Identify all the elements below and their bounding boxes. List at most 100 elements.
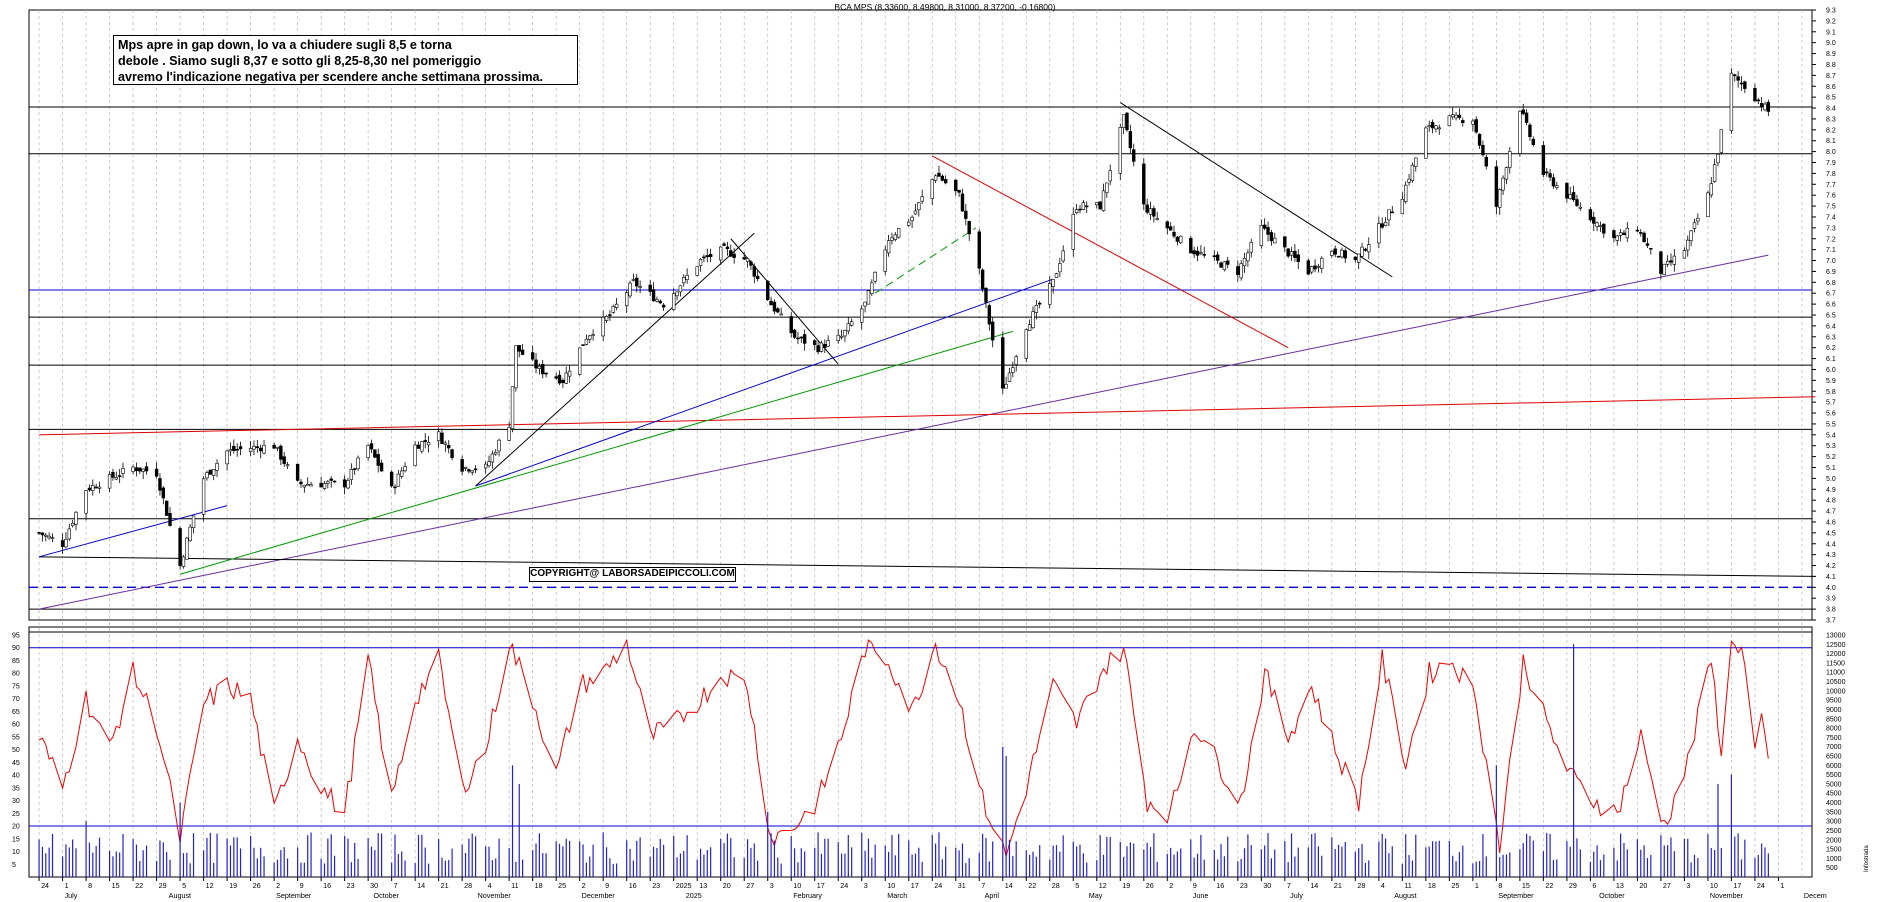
x-day-label: 6 — [1592, 881, 1596, 890]
candle-body — [719, 246, 723, 261]
candle-body — [490, 453, 495, 463]
candle-body — [1309, 266, 1314, 273]
x-day-label: 8 — [88, 881, 92, 890]
price-tick-label: 4.2 — [1826, 563, 1836, 570]
price-tick-label: 7.6 — [1826, 193, 1836, 200]
x-day-label: 13 — [1616, 881, 1624, 890]
note-line-2: debole . Siamo sugli 8,37 e sotto gli 8,… — [118, 54, 482, 68]
candle-body — [581, 344, 585, 346]
candle-body — [608, 314, 612, 316]
candle-body — [1048, 283, 1052, 305]
x-day-label: 15 — [112, 881, 120, 890]
price-tick-label: 5.1 — [1826, 465, 1836, 472]
candle-body — [742, 257, 746, 260]
candle-body — [1682, 250, 1687, 259]
candle-body — [776, 308, 780, 313]
candle-body — [1212, 255, 1217, 257]
x-day-label: 21 — [441, 881, 449, 890]
candle-body — [1635, 229, 1640, 232]
candle-body — [1545, 171, 1549, 174]
x-day-label: 7 — [1287, 881, 1291, 890]
price-tick-label: 9.3 — [1826, 8, 1836, 15]
candle-body — [933, 175, 938, 181]
candle-body — [1367, 244, 1371, 253]
candle-body — [1662, 263, 1666, 275]
x-month-label: November — [1710, 891, 1744, 900]
candle-body — [1565, 182, 1569, 199]
candle-body — [534, 359, 538, 369]
candle-body — [1118, 127, 1122, 174]
candle-body — [1555, 185, 1559, 188]
candle-body — [1659, 251, 1663, 274]
x-day-label: 31 — [958, 881, 966, 890]
candle-body — [954, 179, 958, 192]
candle-body — [255, 446, 260, 448]
candle-body — [772, 301, 777, 312]
candle-body — [1380, 223, 1384, 228]
candle-body — [1058, 263, 1062, 273]
candle-body — [1081, 202, 1086, 210]
candle-body — [561, 379, 565, 383]
candle-body — [964, 210, 968, 219]
candle-body — [420, 441, 424, 452]
trendline — [179, 330, 1013, 575]
candle-body — [1696, 217, 1700, 222]
candle-body — [1615, 235, 1619, 241]
candle-body — [178, 528, 182, 566]
price-tick-label: 7.2 — [1826, 236, 1836, 243]
candle-body — [117, 475, 122, 477]
x-day-label: 7 — [394, 881, 398, 890]
candle-body — [1518, 110, 1522, 154]
candle-body — [138, 467, 142, 472]
x-day-label: 18 — [1428, 881, 1436, 890]
candle-body — [1353, 256, 1358, 260]
candle-body — [873, 271, 877, 282]
candle-body — [168, 513, 172, 526]
price-tick-label: 7.9 — [1826, 160, 1836, 167]
x-day-label: 15 — [1522, 881, 1530, 890]
candle-body — [1494, 166, 1499, 207]
candle-body — [272, 444, 276, 449]
x-day-label: 18 — [535, 881, 543, 890]
osc-tick-label: 5 — [12, 862, 16, 869]
candle-body — [1451, 114, 1455, 118]
candle-body — [1531, 138, 1536, 145]
candle-body — [1743, 81, 1747, 89]
x-day-label: 24 — [1757, 881, 1765, 890]
copyright-label: COPYRIGHT@ LABORSADEIPICCOLI.COM — [529, 567, 736, 582]
indicator-panel-frame — [28, 626, 1813, 878]
price-tick-label: 3.7 — [1826, 618, 1836, 625]
price-tick-label: 5.4 — [1826, 432, 1836, 439]
candle-body — [1363, 248, 1368, 251]
note-line-3: avremo l'indicazione negativa per scende… — [118, 70, 544, 84]
price-tick-label: 6.1 — [1826, 356, 1836, 363]
candle-body — [295, 463, 300, 481]
candle-body — [611, 305, 615, 313]
candle-body — [1692, 222, 1697, 229]
candle-body — [930, 179, 934, 199]
candle-body — [403, 466, 407, 472]
candle-body — [1477, 133, 1482, 146]
candle-body — [494, 451, 498, 455]
x-month-label: December — [582, 891, 616, 900]
price-tick-label: 5.6 — [1826, 411, 1836, 418]
candle-body — [1286, 248, 1290, 257]
price-tick-label: 7.1 — [1826, 247, 1836, 254]
price-tick-label: 8.5 — [1826, 95, 1836, 102]
x-month-label: November — [478, 891, 512, 900]
price-tick-label: 7.8 — [1826, 171, 1836, 178]
x-day-label: 16 — [629, 881, 637, 890]
candle-body — [702, 256, 706, 259]
candle-body — [84, 490, 88, 514]
x-day-label: 10 — [793, 881, 801, 890]
candle-body — [661, 304, 666, 308]
candle-body — [1108, 170, 1112, 182]
candle-body — [1642, 232, 1646, 243]
candle-body — [447, 445, 451, 449]
candle-body — [635, 277, 639, 287]
candle-body — [1528, 124, 1532, 138]
osc-tick-label: 45 — [12, 760, 20, 767]
price-tick-label: 5.0 — [1826, 476, 1836, 483]
candle-body — [1168, 226, 1173, 231]
candle-body — [769, 300, 773, 306]
